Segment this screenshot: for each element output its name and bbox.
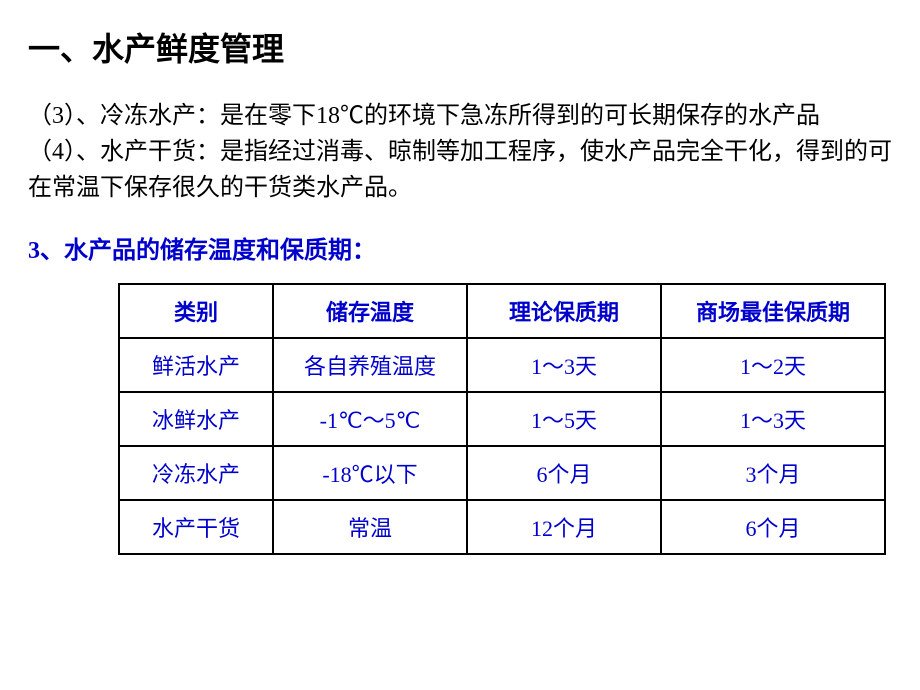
col-header-shelf-theory: 理论保质期 [467, 284, 661, 338]
storage-table: 类别 储存温度 理论保质期 商场最佳保质期 鲜活水产 各自养殖温度 1～3天 1… [118, 283, 886, 555]
paragraph-4: （4）、水产干货：是指经过消毒、晾制等加工程序，使水产品完全干化，得到的可在常温… [28, 134, 892, 206]
document-page: 一、水产鲜度管理 （3）、冷冻水产：是在零下18℃的环境下急冻所得到的可长期保存… [0, 0, 920, 579]
table-header-row: 类别 储存温度 理论保质期 商场最佳保质期 [119, 284, 885, 338]
col-header-category: 类别 [119, 284, 273, 338]
cell: -18℃以下 [273, 446, 467, 500]
cell: 6个月 [467, 446, 661, 500]
col-header-temp: 储存温度 [273, 284, 467, 338]
cell: -1℃～5℃ [273, 392, 467, 446]
table-row: 冰鲜水产 -1℃～5℃ 1～5天 1～3天 [119, 392, 885, 446]
cell: 冰鲜水产 [119, 392, 273, 446]
table-row: 水产干货 常温 12个月 6个月 [119, 500, 885, 554]
cell: 鲜活水产 [119, 338, 273, 392]
cell: 冷冻水产 [119, 446, 273, 500]
cell: 1～3天 [661, 392, 885, 446]
storage-table-wrap: 类别 储存温度 理论保质期 商场最佳保质期 鲜活水产 各自养殖温度 1～3天 1… [28, 283, 892, 555]
paragraph-3: （3）、冷冻水产：是在零下18℃的环境下急冻所得到的可长期保存的水产品 [28, 98, 892, 134]
cell: 水产干货 [119, 500, 273, 554]
cell: 1～3天 [467, 338, 661, 392]
table-row: 鲜活水产 各自养殖温度 1～3天 1～2天 [119, 338, 885, 392]
cell: 12个月 [467, 500, 661, 554]
cell: 1～2天 [661, 338, 885, 392]
cell: 常温 [273, 500, 467, 554]
section-heading: 3、水产品的储存温度和保质期： [28, 230, 892, 265]
page-title: 一、水产鲜度管理 [28, 24, 892, 70]
cell: 1～5天 [467, 392, 661, 446]
cell: 各自养殖温度 [273, 338, 467, 392]
col-header-shelf-best: 商场最佳保质期 [661, 284, 885, 338]
cell: 3个月 [661, 446, 885, 500]
cell: 6个月 [661, 500, 885, 554]
body-paragraphs: （3）、冷冻水产：是在零下18℃的环境下急冻所得到的可长期保存的水产品 （4）、… [28, 98, 892, 206]
table-row: 冷冻水产 -18℃以下 6个月 3个月 [119, 446, 885, 500]
